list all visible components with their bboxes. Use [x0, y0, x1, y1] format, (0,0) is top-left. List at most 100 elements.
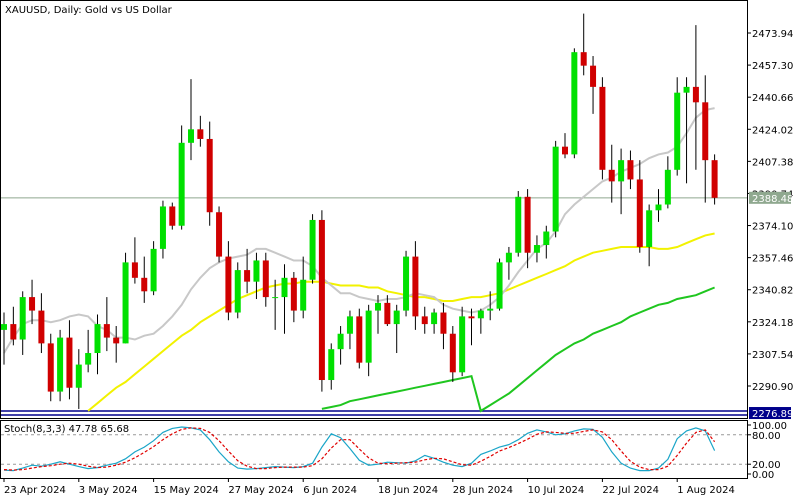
candle	[580, 13, 587, 76]
chart-title: XAUUSD, Daily: Gold vs US Dollar	[5, 5, 173, 16]
price-tick-label: 2290.90	[752, 382, 793, 393]
chart-frame	[0, 0, 748, 479]
svg-text:2276.89: 2276.89	[752, 409, 793, 420]
candle-body	[113, 337, 120, 344]
candle-body	[477, 310, 484, 319]
candle	[505, 246, 512, 280]
candle-body	[38, 310, 45, 344]
candle	[159, 200, 166, 259]
candle	[216, 206, 223, 263]
candle	[281, 264, 288, 334]
stochastic-pane	[1, 426, 747, 472]
candle	[57, 329, 64, 402]
candle	[412, 241, 419, 330]
candle-body	[29, 297, 36, 311]
candle	[318, 210, 325, 392]
stoch-label: Stoch(8,3,3) 47.78 65.68	[4, 424, 129, 435]
candle	[384, 295, 391, 327]
price-tick-label: 2407.38	[752, 157, 793, 168]
candle-body	[10, 324, 17, 340]
time-tick-label: 23 Apr 2024	[4, 485, 66, 496]
candle-body	[66, 337, 73, 388]
price-tick-label: 2424.02	[752, 125, 793, 136]
candle	[29, 279, 36, 325]
candle	[131, 237, 138, 284]
candle	[655, 189, 662, 222]
candle	[75, 349, 82, 409]
candle-body	[552, 146, 559, 232]
candle-body	[580, 52, 587, 66]
candle-body	[646, 210, 653, 247]
candle-body	[159, 206, 166, 249]
candle-body	[505, 252, 512, 263]
candle	[113, 326, 120, 363]
candle	[85, 329, 92, 373]
candle-body	[683, 86, 690, 93]
price-tick-label: 2374.10	[752, 222, 793, 233]
candle	[253, 252, 260, 300]
candle	[66, 320, 73, 400]
candle-body	[103, 324, 110, 338]
candle	[440, 302, 447, 350]
candle	[683, 77, 690, 184]
candle-body	[487, 308, 494, 311]
candle	[169, 202, 176, 230]
candle	[459, 306, 466, 377]
candle-body	[356, 316, 363, 363]
candle-body	[85, 353, 92, 365]
candle-body	[365, 310, 372, 363]
candle-body	[702, 102, 709, 161]
candle	[328, 343, 335, 390]
candle-body	[216, 212, 223, 257]
candle-body	[515, 196, 522, 253]
candle	[431, 308, 438, 334]
candle-body	[169, 206, 176, 226]
candle	[244, 248, 251, 294]
price-tick-label: 2357.46	[752, 254, 793, 265]
candle-body	[664, 169, 671, 205]
candle	[393, 304, 400, 354]
level-price-tag: 2276.89	[749, 407, 793, 420]
candle	[711, 154, 718, 205]
candle-body	[403, 256, 410, 311]
candle-body	[562, 146, 568, 155]
candle-body	[94, 324, 101, 354]
stoch-tick-label: 20.00	[752, 460, 781, 471]
candle-body	[393, 310, 400, 325]
candle	[356, 308, 363, 369]
candle-body	[75, 364, 82, 388]
candle	[309, 214, 316, 284]
ma100-line	[321, 286, 715, 413]
stoch-tick-label: 0.00	[752, 470, 774, 481]
candle-body	[543, 231, 550, 246]
candle-body	[272, 297, 279, 299]
candle-body	[636, 179, 643, 247]
candle	[477, 308, 484, 334]
price-tick-label: 2307.54	[752, 350, 793, 361]
candle-body	[674, 92, 681, 170]
candle	[10, 306, 17, 346]
time-tick-label: 28 Jun 2024	[453, 485, 513, 496]
price-pane	[1, 13, 747, 416]
candle	[19, 291, 26, 355]
candle-body	[318, 219, 325, 381]
candle-body	[627, 160, 634, 180]
candle	[552, 140, 559, 238]
candle-body	[328, 349, 335, 381]
candle-body	[618, 160, 625, 182]
candle-body	[692, 86, 699, 103]
candle-body	[655, 204, 662, 211]
candle-body	[599, 86, 606, 170]
candle	[300, 256, 307, 319]
candle	[197, 115, 204, 147]
price-axis: 2473.942457.302440.662424.022407.382390.…	[747, 29, 793, 393]
price-tick-label: 2324.18	[752, 318, 793, 329]
candle	[524, 189, 531, 269]
candle	[533, 235, 540, 263]
candle	[692, 25, 699, 170]
candle	[337, 326, 344, 365]
candle	[365, 304, 372, 377]
candle-body	[290, 277, 297, 311]
time-tick-label: 27 May 2024	[228, 485, 293, 496]
